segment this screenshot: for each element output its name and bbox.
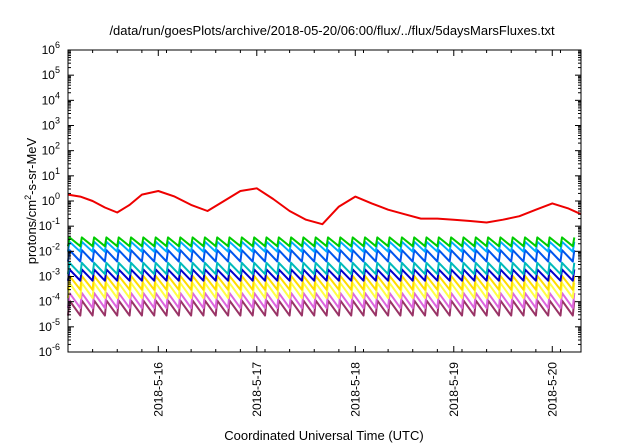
y-tick-base: 10: [42, 93, 56, 107]
y-tick-label: 10-5: [39, 317, 60, 334]
y-tick-exponent: -1: [52, 216, 60, 226]
x-tick-label: 2018-5-19: [447, 362, 461, 417]
y-tick-base: 10: [42, 144, 56, 158]
y-tick-label: 104: [42, 90, 60, 107]
y-tick-base: 10: [42, 169, 56, 183]
x-axis: 2018-5-16 2018-5-17 2018-5-18 2018-5-19 2018…: [92, 50, 561, 417]
series-layer: [67, 187, 582, 317]
y-tick-exponent: 3: [55, 116, 60, 126]
y-tick-exponent: 0: [55, 191, 60, 201]
x-axis-label: Coordinated Universal Time (UTC): [224, 428, 423, 443]
series-line: [67, 281, 576, 299]
y-tick-base: 10: [39, 320, 53, 334]
y-tick-exponent: -5: [52, 317, 60, 327]
y-axis: 10-610-510-410-310-210-11001011021031041…: [39, 40, 581, 359]
series-line: [67, 291, 576, 309]
y-tick-base: 10: [42, 68, 56, 82]
y-axis-label-sup: 2: [23, 195, 33, 200]
series-line: [67, 249, 576, 263]
y-tick-base: 10: [39, 244, 53, 258]
series-line: [67, 240, 576, 253]
y-tick-label: 100: [42, 191, 60, 208]
y-tick-label: 10-4: [39, 292, 60, 309]
y-tick-label: 102: [42, 141, 60, 158]
y-tick-exponent: -6: [52, 342, 60, 352]
y-tick-exponent: 5: [55, 65, 60, 75]
y-tick-base: 10: [39, 345, 53, 359]
x-tick-label: 2018-5-17: [250, 362, 264, 417]
y-tick-label: 10-3: [39, 267, 60, 284]
y-axis-label: protons/cm2-s-sr-MeV: [23, 137, 39, 264]
y-tick-base: 10: [42, 43, 56, 57]
series-line: [67, 236, 576, 248]
y-tick-label: 10-6: [39, 342, 60, 359]
y-tick-exponent: 4: [55, 90, 60, 100]
y-axis-label-pre: protons/cm: [24, 200, 39, 264]
y-tick-base: 10: [39, 219, 53, 233]
y-tick-label: 105: [42, 65, 60, 82]
x-tick-label: 2018-5-20: [545, 362, 559, 417]
y-tick-base: 10: [39, 270, 53, 284]
x-tick-label: 2018-5-18: [348, 362, 362, 417]
series-line: [67, 261, 576, 276]
x-tick-label: 2018-5-16: [151, 362, 165, 417]
series-line: [67, 299, 576, 317]
series-line: [67, 274, 576, 291]
y-tick-exponent: 1: [55, 166, 60, 176]
y-tick-label: 10-2: [39, 241, 60, 258]
chart-title: /data/run/goesPlots/archive/2018-05-20/0…: [109, 23, 555, 38]
y-tick-label: 106: [42, 40, 60, 57]
y-tick-exponent: 6: [55, 40, 60, 50]
y-tick-label: 103: [42, 116, 60, 133]
series-line: [67, 268, 576, 282]
y-tick-label: 10-1: [39, 216, 60, 233]
y-tick-base: 10: [42, 119, 56, 133]
y-tick-exponent: 2: [55, 141, 60, 151]
y-tick-exponent: -3: [52, 267, 60, 277]
y-tick-label: 101: [42, 166, 60, 183]
series-line: [67, 187, 582, 226]
y-tick-base: 10: [42, 194, 56, 208]
y-axis-label-post: -s-sr-MeV: [24, 137, 39, 194]
y-tick-exponent: -2: [52, 241, 60, 251]
y-tick-exponent: -4: [52, 292, 60, 302]
y-tick-base: 10: [39, 295, 53, 309]
